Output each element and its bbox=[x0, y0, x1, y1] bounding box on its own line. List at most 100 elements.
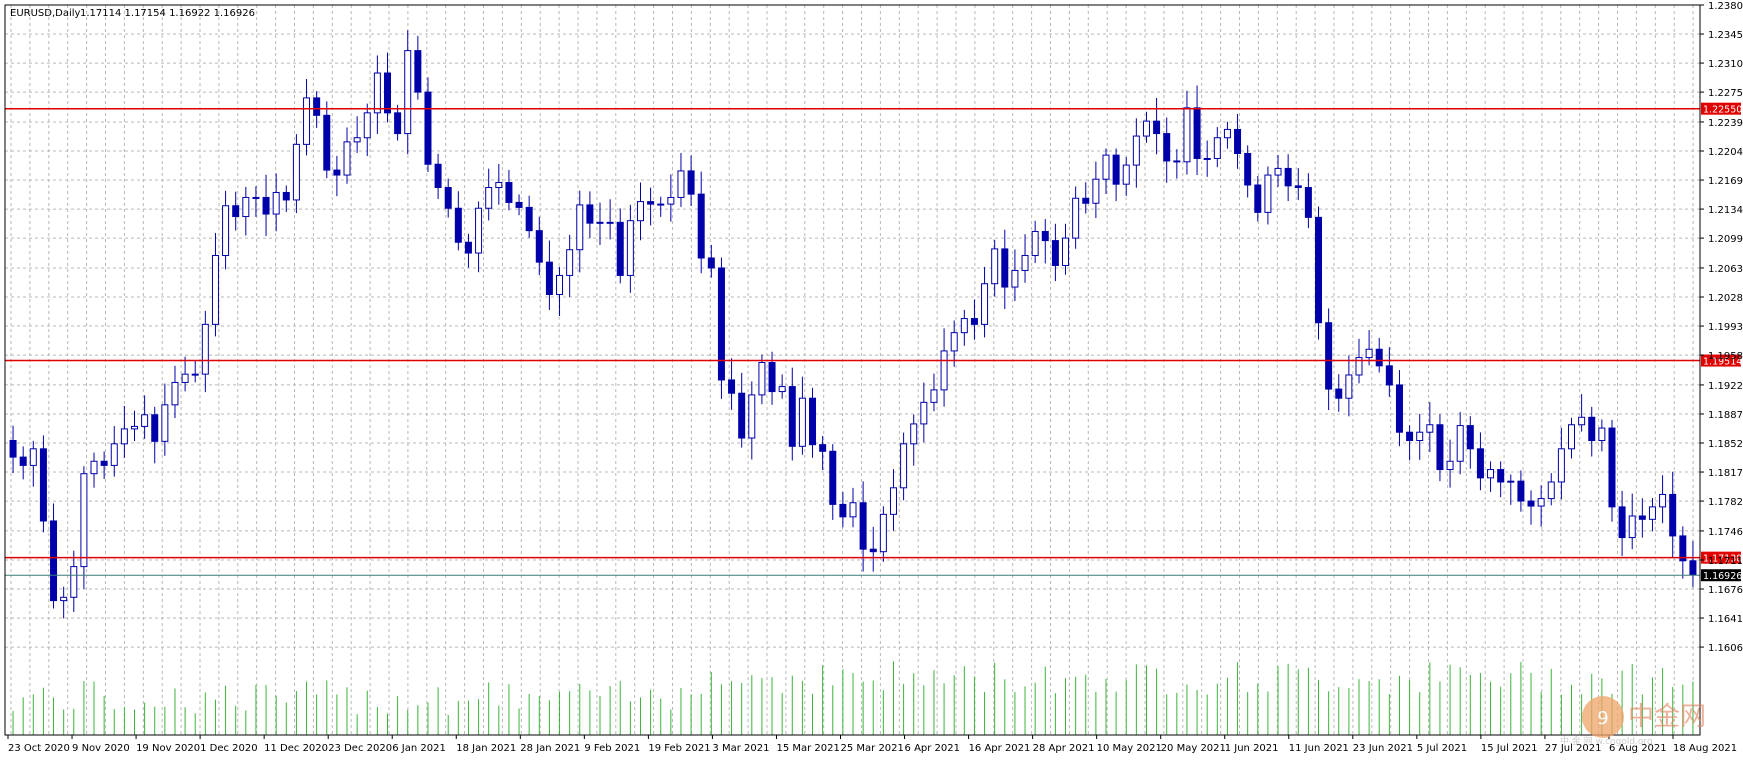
y-tick-label: 1.18870 bbox=[1708, 410, 1743, 421]
candle-body bbox=[1062, 237, 1070, 266]
candle-body bbox=[839, 503, 847, 518]
x-tick-label: 10 May 2021 bbox=[1097, 743, 1162, 754]
candle-body bbox=[1122, 164, 1130, 185]
candle-body bbox=[717, 267, 725, 381]
candle-body bbox=[464, 241, 472, 254]
candle-body bbox=[1183, 107, 1191, 163]
candle-body bbox=[343, 141, 351, 176]
candle-body bbox=[383, 72, 391, 114]
watermark-brand: 中金网 bbox=[1628, 702, 1706, 732]
x-tick-label: 28 Jan 2021 bbox=[520, 743, 580, 754]
candle-body bbox=[1304, 187, 1312, 218]
x-tick-label: 1 Jun 2021 bbox=[1225, 743, 1279, 754]
candle-body bbox=[181, 373, 189, 383]
candle-body bbox=[525, 206, 533, 232]
candle-body bbox=[728, 379, 736, 394]
candle-body bbox=[201, 323, 209, 375]
y-tick-label: 1.17110 bbox=[1708, 556, 1743, 567]
y-tick-label: 1.21690 bbox=[1708, 176, 1743, 187]
candle-body bbox=[70, 566, 78, 598]
candle-body bbox=[1082, 197, 1090, 204]
candle-body bbox=[120, 428, 128, 445]
candle-body bbox=[1254, 184, 1262, 213]
x-tick-label: 5 Jul 2021 bbox=[1417, 743, 1467, 754]
candle-body bbox=[626, 220, 634, 276]
level-label-bg bbox=[1701, 551, 1741, 564]
candle-body bbox=[677, 170, 685, 198]
x-tick-label: 1 Dec 2020 bbox=[200, 743, 258, 754]
candle-body bbox=[869, 548, 877, 553]
x-tick-label: 18 Jan 2021 bbox=[456, 743, 516, 754]
candle-body bbox=[191, 373, 199, 376]
candle-body bbox=[829, 450, 837, 505]
candle-body bbox=[1102, 154, 1110, 180]
x-tick-label: 23 Dec 2020 bbox=[328, 743, 392, 754]
price-axis: 1.23800 1.23450 1.23100 1.22750 1.22390 1.220… bbox=[1700, 1, 1743, 654]
y-tick-label: 1.19930 bbox=[1708, 322, 1743, 333]
candle-body bbox=[991, 248, 999, 285]
candle-body bbox=[1132, 135, 1140, 166]
y-tick-label: 1.23450 bbox=[1708, 30, 1743, 41]
x-tick-label: 6 Jan 2021 bbox=[392, 743, 446, 754]
candle-body bbox=[1568, 424, 1576, 450]
candle-body bbox=[1608, 427, 1616, 508]
y-tick-label: 1.18170 bbox=[1708, 468, 1743, 479]
candle-body bbox=[1406, 431, 1414, 442]
candle-body bbox=[1153, 120, 1161, 135]
candle-body bbox=[1345, 374, 1353, 399]
candle-body bbox=[1375, 348, 1383, 367]
candle-body bbox=[738, 392, 746, 439]
candle-body bbox=[1223, 128, 1231, 139]
ohlc-readout: 1.17114 1.17154 1.16922 1.16926 bbox=[80, 8, 255, 19]
candle-body bbox=[333, 169, 341, 176]
candle-body bbox=[1659, 493, 1667, 508]
candle-body bbox=[687, 170, 695, 195]
candle-body bbox=[444, 187, 452, 209]
candle-body bbox=[1588, 416, 1596, 442]
cngold-logo: 9 中金网 中 金 网 w.cngold.org bbox=[1560, 696, 1706, 747]
candle-body bbox=[171, 381, 179, 406]
symbol-label: EURUSD,Daily bbox=[10, 8, 81, 19]
candle-body bbox=[566, 249, 574, 276]
candle-body bbox=[1041, 230, 1049, 242]
candles bbox=[9, 30, 1697, 619]
candle-body bbox=[849, 502, 857, 518]
candle-body bbox=[636, 201, 644, 222]
candle-body bbox=[1638, 515, 1646, 520]
candle-body bbox=[889, 487, 897, 515]
candle-body bbox=[1203, 157, 1211, 160]
candle-body bbox=[211, 255, 219, 325]
y-tick-label: 1.16060 bbox=[1708, 643, 1743, 654]
candle-body bbox=[1507, 480, 1515, 483]
candle-body bbox=[1578, 416, 1586, 426]
candle-body bbox=[1031, 230, 1039, 257]
candle-body bbox=[80, 473, 88, 568]
candle-body bbox=[454, 207, 462, 243]
candle-body bbox=[394, 112, 402, 135]
candle-body bbox=[545, 261, 553, 296]
candle-body bbox=[778, 386, 786, 393]
candle-body bbox=[616, 221, 624, 276]
y-tick-label: 1.22390 bbox=[1708, 118, 1743, 129]
candle-body bbox=[1213, 137, 1221, 159]
y-tick-label: 1.18520 bbox=[1708, 439, 1743, 450]
candle-body bbox=[667, 196, 675, 205]
candle-body bbox=[809, 397, 817, 446]
x-tick-label: 23 Jun 2021 bbox=[1353, 743, 1413, 754]
level-label: 1.19514 bbox=[1703, 357, 1742, 368]
candle-body bbox=[1648, 506, 1656, 520]
candle-body bbox=[100, 460, 108, 466]
candle-body bbox=[768, 362, 776, 393]
candle-body bbox=[272, 191, 280, 215]
candle-body bbox=[758, 362, 766, 396]
x-tick-label: 11 Jun 2021 bbox=[1289, 743, 1349, 754]
candle-body bbox=[232, 205, 240, 218]
candle-body bbox=[819, 444, 827, 452]
candle-body bbox=[1557, 448, 1565, 483]
candle-body bbox=[1395, 384, 1403, 433]
candle-body bbox=[19, 456, 27, 466]
candle-body bbox=[515, 201, 523, 208]
candle-body bbox=[535, 230, 543, 263]
